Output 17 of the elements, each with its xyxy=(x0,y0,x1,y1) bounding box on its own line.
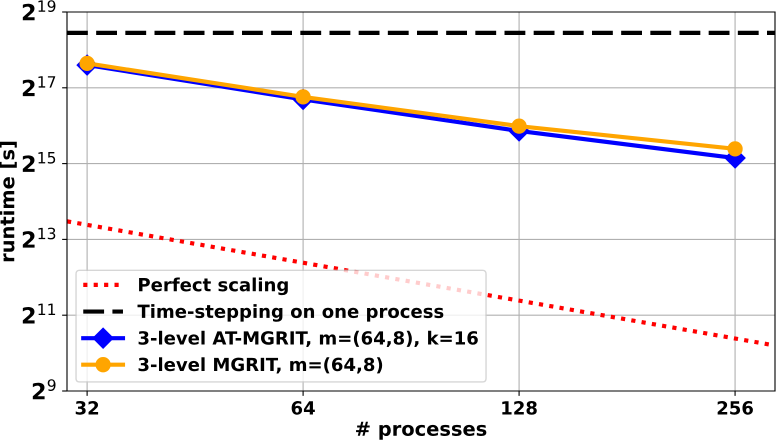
y-tick-label: 2$^{15}$ xyxy=(22,152,56,172)
x-tick-label: 64 xyxy=(292,401,315,415)
legend-label: 3-level MGRIT, m=(64,8) xyxy=(138,357,382,374)
y-tick-label: 2$^{9}$ xyxy=(32,379,56,400)
legend-label: 3-level AT-MGRIT, m=(64,8), k=16 xyxy=(138,330,478,348)
y-tick-label: 2$^{11}$ xyxy=(22,304,56,324)
legend-label: Perfect scaling xyxy=(139,277,288,296)
y-tick-label: 2$^{13}$ xyxy=(22,228,56,248)
point xyxy=(511,118,527,134)
x-tick-label: 256 xyxy=(718,401,753,415)
y-tick-label: 2$^{19}$ xyxy=(22,0,56,20)
point xyxy=(727,141,743,157)
x-axis-title: # processes xyxy=(356,422,486,440)
x-tick-label: 32 xyxy=(76,401,98,415)
x-tick-label: 128 xyxy=(502,401,537,415)
y-tick-label: 2$^{17}$ xyxy=(22,76,56,96)
legend-label: Time-stepping on one process xyxy=(138,304,444,322)
